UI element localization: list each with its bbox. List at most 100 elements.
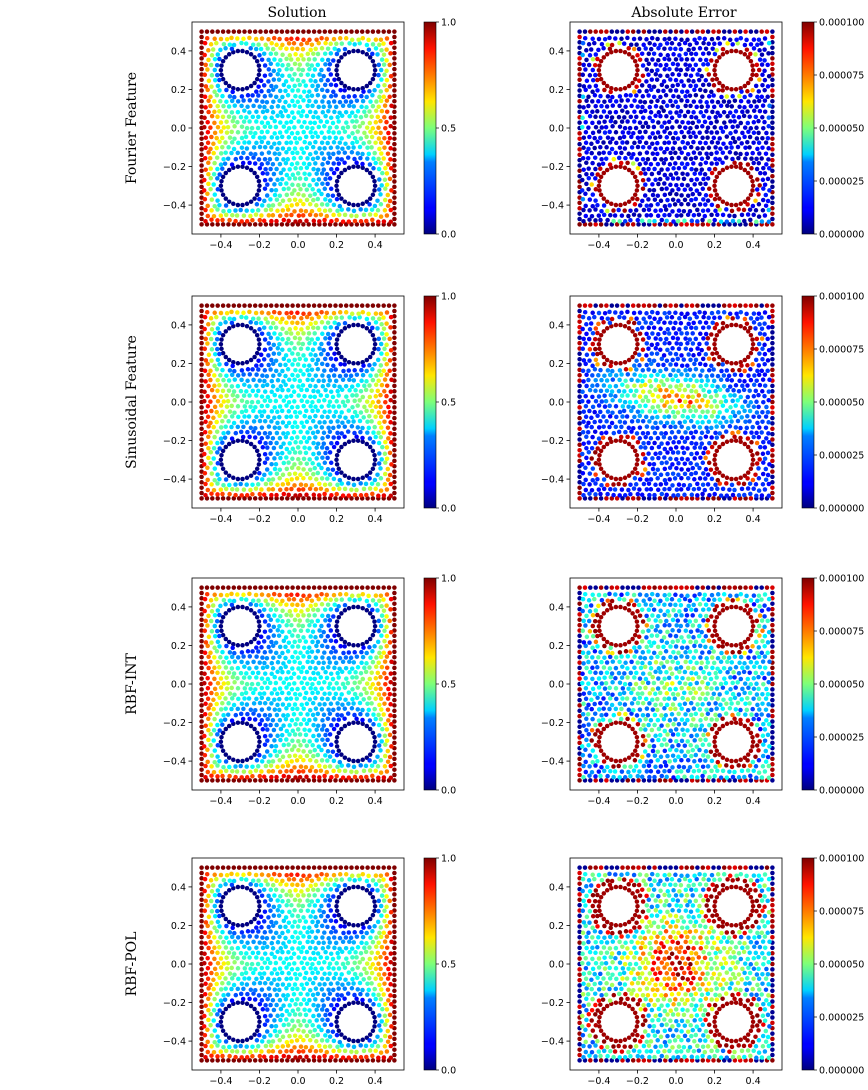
solution-point xyxy=(256,388,261,394)
error-point xyxy=(661,88,666,94)
solution-point xyxy=(223,212,229,218)
solution-point xyxy=(242,585,247,590)
error-point xyxy=(738,323,743,329)
error-point xyxy=(692,477,697,482)
error-point xyxy=(751,108,757,114)
solution-point xyxy=(360,161,365,167)
solution-point xyxy=(300,487,306,492)
solution-point xyxy=(376,399,381,405)
solution-point xyxy=(261,83,267,88)
solution-point xyxy=(250,367,255,372)
error-point xyxy=(622,125,628,131)
error-point xyxy=(674,456,679,462)
solution-point xyxy=(333,409,339,415)
solution-point xyxy=(268,481,274,486)
error-point xyxy=(683,156,688,161)
error-point xyxy=(661,108,666,114)
solution-point xyxy=(319,476,325,481)
error-point xyxy=(577,319,582,324)
solution-point xyxy=(231,359,236,365)
solution-point xyxy=(322,94,327,99)
solution-point xyxy=(199,426,204,432)
solution-point xyxy=(265,182,270,187)
solution-point xyxy=(244,208,249,213)
solution-point xyxy=(199,415,204,421)
solution-point xyxy=(384,321,389,326)
solution-point xyxy=(199,778,204,783)
error-point xyxy=(770,351,775,357)
error-point xyxy=(635,439,641,445)
solution-point xyxy=(322,124,327,129)
error-point xyxy=(587,471,593,476)
solution-point xyxy=(279,496,285,501)
solution-point xyxy=(227,208,232,214)
error-point xyxy=(635,327,640,332)
solution-point xyxy=(232,124,237,129)
error-point xyxy=(581,441,586,446)
solution-point xyxy=(199,496,204,501)
solution-point xyxy=(334,325,340,331)
solution-point xyxy=(235,476,241,482)
solution-point xyxy=(278,384,284,389)
error-point xyxy=(720,403,726,408)
solution-point xyxy=(370,217,375,223)
error-point xyxy=(748,496,754,501)
solution-point xyxy=(388,397,393,403)
error-point xyxy=(724,359,730,365)
error-point xyxy=(603,124,609,130)
solution-point xyxy=(362,109,367,115)
solution-point xyxy=(235,322,241,328)
error-point xyxy=(642,467,648,472)
error-point xyxy=(696,212,702,217)
solution-point xyxy=(223,55,229,60)
solution-point xyxy=(350,414,355,420)
solution-point xyxy=(286,186,291,191)
error-point xyxy=(681,134,687,140)
solution-point xyxy=(388,219,394,225)
error-point xyxy=(663,303,668,308)
solution-point xyxy=(274,42,279,48)
solution-point xyxy=(206,109,211,115)
solution-point xyxy=(239,409,245,415)
solution-point xyxy=(392,163,397,168)
error-point xyxy=(648,213,654,218)
solution-point xyxy=(351,482,357,488)
error-point xyxy=(714,48,719,53)
error-point xyxy=(762,393,767,399)
error-point xyxy=(763,151,769,156)
error-point xyxy=(701,197,706,202)
solution-point xyxy=(240,643,245,648)
solution-point xyxy=(387,450,393,456)
solution-point xyxy=(367,162,373,167)
solution-point xyxy=(343,99,349,104)
solution-point xyxy=(209,358,214,363)
solution-point xyxy=(211,456,216,461)
solution-point xyxy=(274,218,279,224)
solution-point xyxy=(284,192,290,198)
error-point xyxy=(756,476,762,481)
solution-point xyxy=(346,439,352,445)
solution-point xyxy=(312,394,318,400)
solution-point xyxy=(257,470,262,476)
solution-point xyxy=(355,322,361,328)
error-point xyxy=(761,439,766,445)
solution-point xyxy=(222,435,228,440)
solution-point xyxy=(327,399,333,404)
solution-point xyxy=(202,470,208,476)
solution-point xyxy=(230,212,235,218)
error-point xyxy=(766,115,772,120)
solution-point xyxy=(215,166,220,172)
error-point xyxy=(633,482,639,487)
error-point xyxy=(685,475,691,481)
solution-point xyxy=(334,337,340,342)
error-point xyxy=(652,303,657,308)
x-tick-label: 0.0 xyxy=(668,514,683,525)
solution-point xyxy=(247,98,253,103)
error-point xyxy=(611,492,616,498)
error-point xyxy=(640,73,646,78)
error-point xyxy=(590,341,596,347)
error-point xyxy=(730,398,735,404)
error-point xyxy=(595,476,600,482)
error-point xyxy=(601,46,606,51)
solution-point xyxy=(292,462,297,467)
